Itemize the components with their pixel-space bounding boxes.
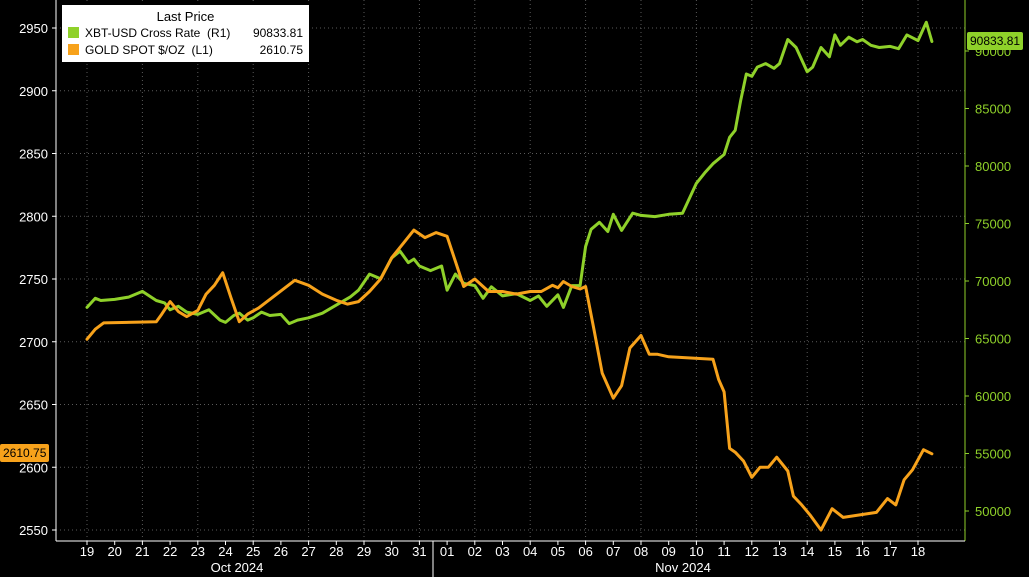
left-tick-label: 2950	[19, 21, 48, 36]
legend-label-gold: GOLD SPOT $/OZ (L1)	[85, 43, 213, 57]
x-tick-label: 31	[412, 544, 426, 559]
x-tick-label: 26	[274, 544, 288, 559]
x-tick-label: 29	[357, 544, 371, 559]
x-tick-label: 14	[800, 544, 814, 559]
grid-lines	[56, 0, 965, 541]
left-tick-label: 2750	[19, 272, 48, 287]
x-tick-label: 27	[301, 544, 315, 559]
right-tick-label: 55000	[975, 447, 1011, 462]
month-label-oct: Oct 2024	[211, 560, 264, 575]
x-tick-label: 02	[468, 544, 482, 559]
legend-swatch-xbt	[68, 27, 79, 38]
legend-swatch-gold	[68, 44, 79, 55]
right-tick-label: 60000	[975, 389, 1011, 404]
right-tick-label: 75000	[975, 217, 1011, 232]
x-tick-label: 10	[689, 544, 703, 559]
legend-title: Last Price	[156, 9, 215, 24]
right-tick-label: 70000	[975, 274, 1011, 289]
axes: 2550 2600 2650 2700 2750 2800 2850 2900 2950 5000…	[19, 0, 1011, 577]
x-tick-label: 28	[329, 544, 343, 559]
x-tick-label: 06	[578, 544, 592, 559]
left-tick-label: 2600	[19, 460, 48, 475]
x-tick-label: 25	[246, 544, 260, 559]
legend-item-xbt: XBT-USD Cross Rate (R1) 90833.81	[68, 26, 303, 41]
x-tick-label: 20	[107, 544, 121, 559]
x-tick-label: 22	[163, 544, 177, 559]
series-layer	[85, 20, 934, 532]
left-tick-label: 2550	[19, 523, 48, 538]
x-tick-label: 03	[495, 544, 509, 559]
legend-value-gold: 2610.75	[259, 43, 303, 57]
legend-item-gold: GOLD SPOT $/OZ (L1) 2610.75	[68, 43, 303, 58]
x-tick-label: 16	[855, 544, 869, 559]
right-tick-label: 85000	[975, 102, 1011, 117]
right-tick-label: 65000	[975, 332, 1011, 347]
x-tick-label: 23	[191, 544, 205, 559]
x-tick-label: 05	[551, 544, 565, 559]
left-tick-label: 2900	[19, 84, 48, 99]
x-tick-label: 30	[384, 544, 398, 559]
month-label-nov: Nov 2024	[655, 560, 711, 575]
x-tick-label: 19	[80, 544, 94, 559]
x-tick-label: 09	[661, 544, 675, 559]
x-tick-label: 01	[440, 544, 454, 559]
legend-label-xbt: XBT-USD Cross Rate (R1)	[85, 26, 231, 40]
legend: Last Price XBT-USD Cross Rate (R1) 90833…	[61, 4, 310, 63]
left-tick-label: 2700	[19, 335, 48, 350]
x-tick-label: 11	[717, 544, 731, 559]
xbt-series-line	[85, 20, 934, 326]
x-tick-label: 21	[135, 544, 149, 559]
x-tick-label: 13	[772, 544, 786, 559]
left-tick-label: 2850	[19, 147, 48, 162]
legend-value-xbt: 90833.81	[252, 26, 303, 40]
left-tick-label: 2650	[19, 398, 48, 413]
x-tick-label: 18	[911, 544, 925, 559]
x-tick-label: 07	[606, 544, 620, 559]
xbt-last-value-tag: 90833.81	[967, 32, 1024, 50]
x-tick-label: 24	[218, 544, 232, 559]
gold-series-line	[85, 228, 934, 532]
x-tick-label: 08	[634, 544, 648, 559]
x-tick-label: 12	[745, 544, 759, 559]
gold-last-value-tag: 2610.75	[0, 444, 50, 462]
left-tick-label: 2800	[19, 209, 48, 224]
x-tick-label: 04	[523, 544, 537, 559]
x-tick-label: 17	[883, 544, 897, 559]
right-tick-label: 50000	[975, 504, 1011, 519]
x-tick-label: 15	[828, 544, 842, 559]
right-tick-label: 80000	[975, 159, 1011, 174]
